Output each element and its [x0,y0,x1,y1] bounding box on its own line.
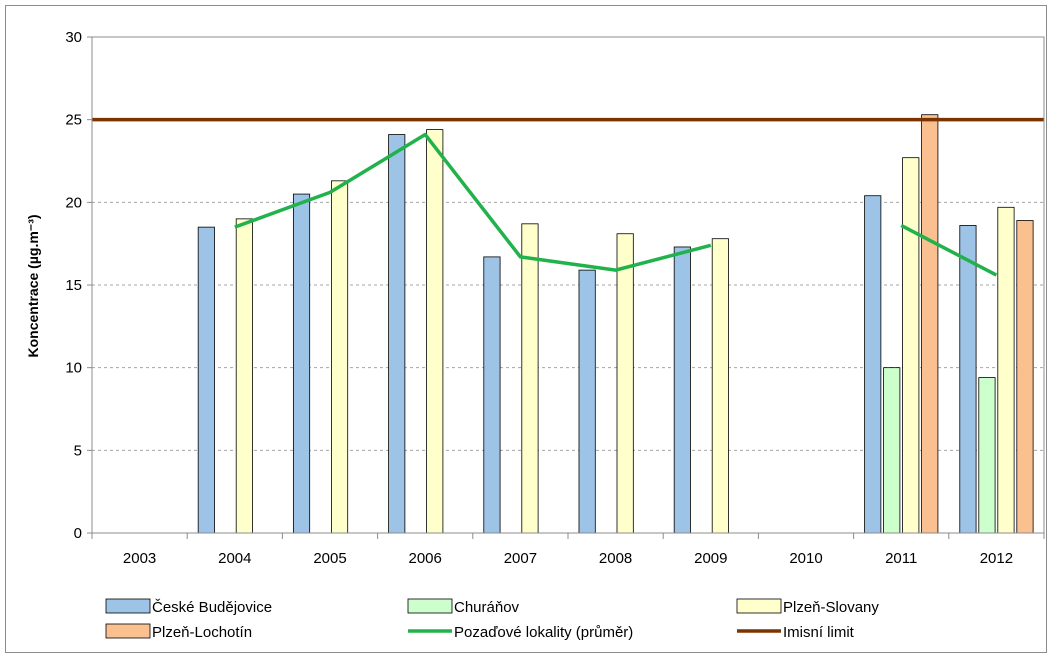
bar [617,234,633,533]
bar [331,181,347,533]
y-tick-label: 5 [74,442,82,459]
lines-layer [92,120,1044,275]
x-tick-label: 2004 [218,550,251,567]
bar [236,219,252,533]
x-tick-label: 2005 [313,550,346,567]
legend-label: Imisní limit [783,624,855,641]
legend: České Budějovice Churáňov Plzeň-Slovany Plz… [106,599,879,641]
bar [389,135,405,533]
legend-swatch [737,599,781,613]
bar [522,224,538,533]
bar [979,378,995,533]
legend-swatch [106,624,150,638]
legend-label: Churáňov [454,599,520,616]
y-tick-label: 30 [65,29,82,46]
y-tick-label: 15 [65,277,82,294]
y-tick-label: 20 [65,194,82,211]
x-tick-label: 2010 [789,550,822,567]
legend-swatch [408,599,452,613]
bar [884,368,900,533]
y-tick-label: 10 [65,360,82,377]
bar [922,115,938,533]
bar [579,270,595,533]
bar [198,227,214,533]
legend-swatch [106,599,150,613]
bar [865,196,881,533]
legend-label: Plzeň-Lochotín [152,624,252,641]
bar [1017,221,1033,533]
bar [293,194,309,533]
x-tick-label: 2012 [980,550,1013,567]
bars-layer [198,115,1033,533]
bar [484,257,500,533]
bar [960,225,976,533]
legend-label: Plzeň-Slovany [783,599,879,616]
bar [427,130,443,533]
x-tick-label: 2003 [123,550,156,567]
bar [998,207,1014,533]
x-tick-label: 2006 [409,550,442,567]
y-axis-title: Koncentrace (µg.m⁻³) [25,214,41,357]
x-tick-label: 2009 [694,550,727,567]
legend-label: České Budějovice [152,599,272,616]
x-tick-label: 2008 [599,550,632,567]
bar [674,247,690,533]
x-tick-label: 2007 [504,550,537,567]
bar [903,158,919,533]
y-tick-label: 0 [74,525,82,542]
y-tick-label: 25 [65,112,82,129]
legend-label: Pozaďové lokality (průměr) [454,624,633,641]
bar [712,239,728,533]
x-tick-label: 2011 [885,550,917,567]
grid-layer [92,37,1044,450]
